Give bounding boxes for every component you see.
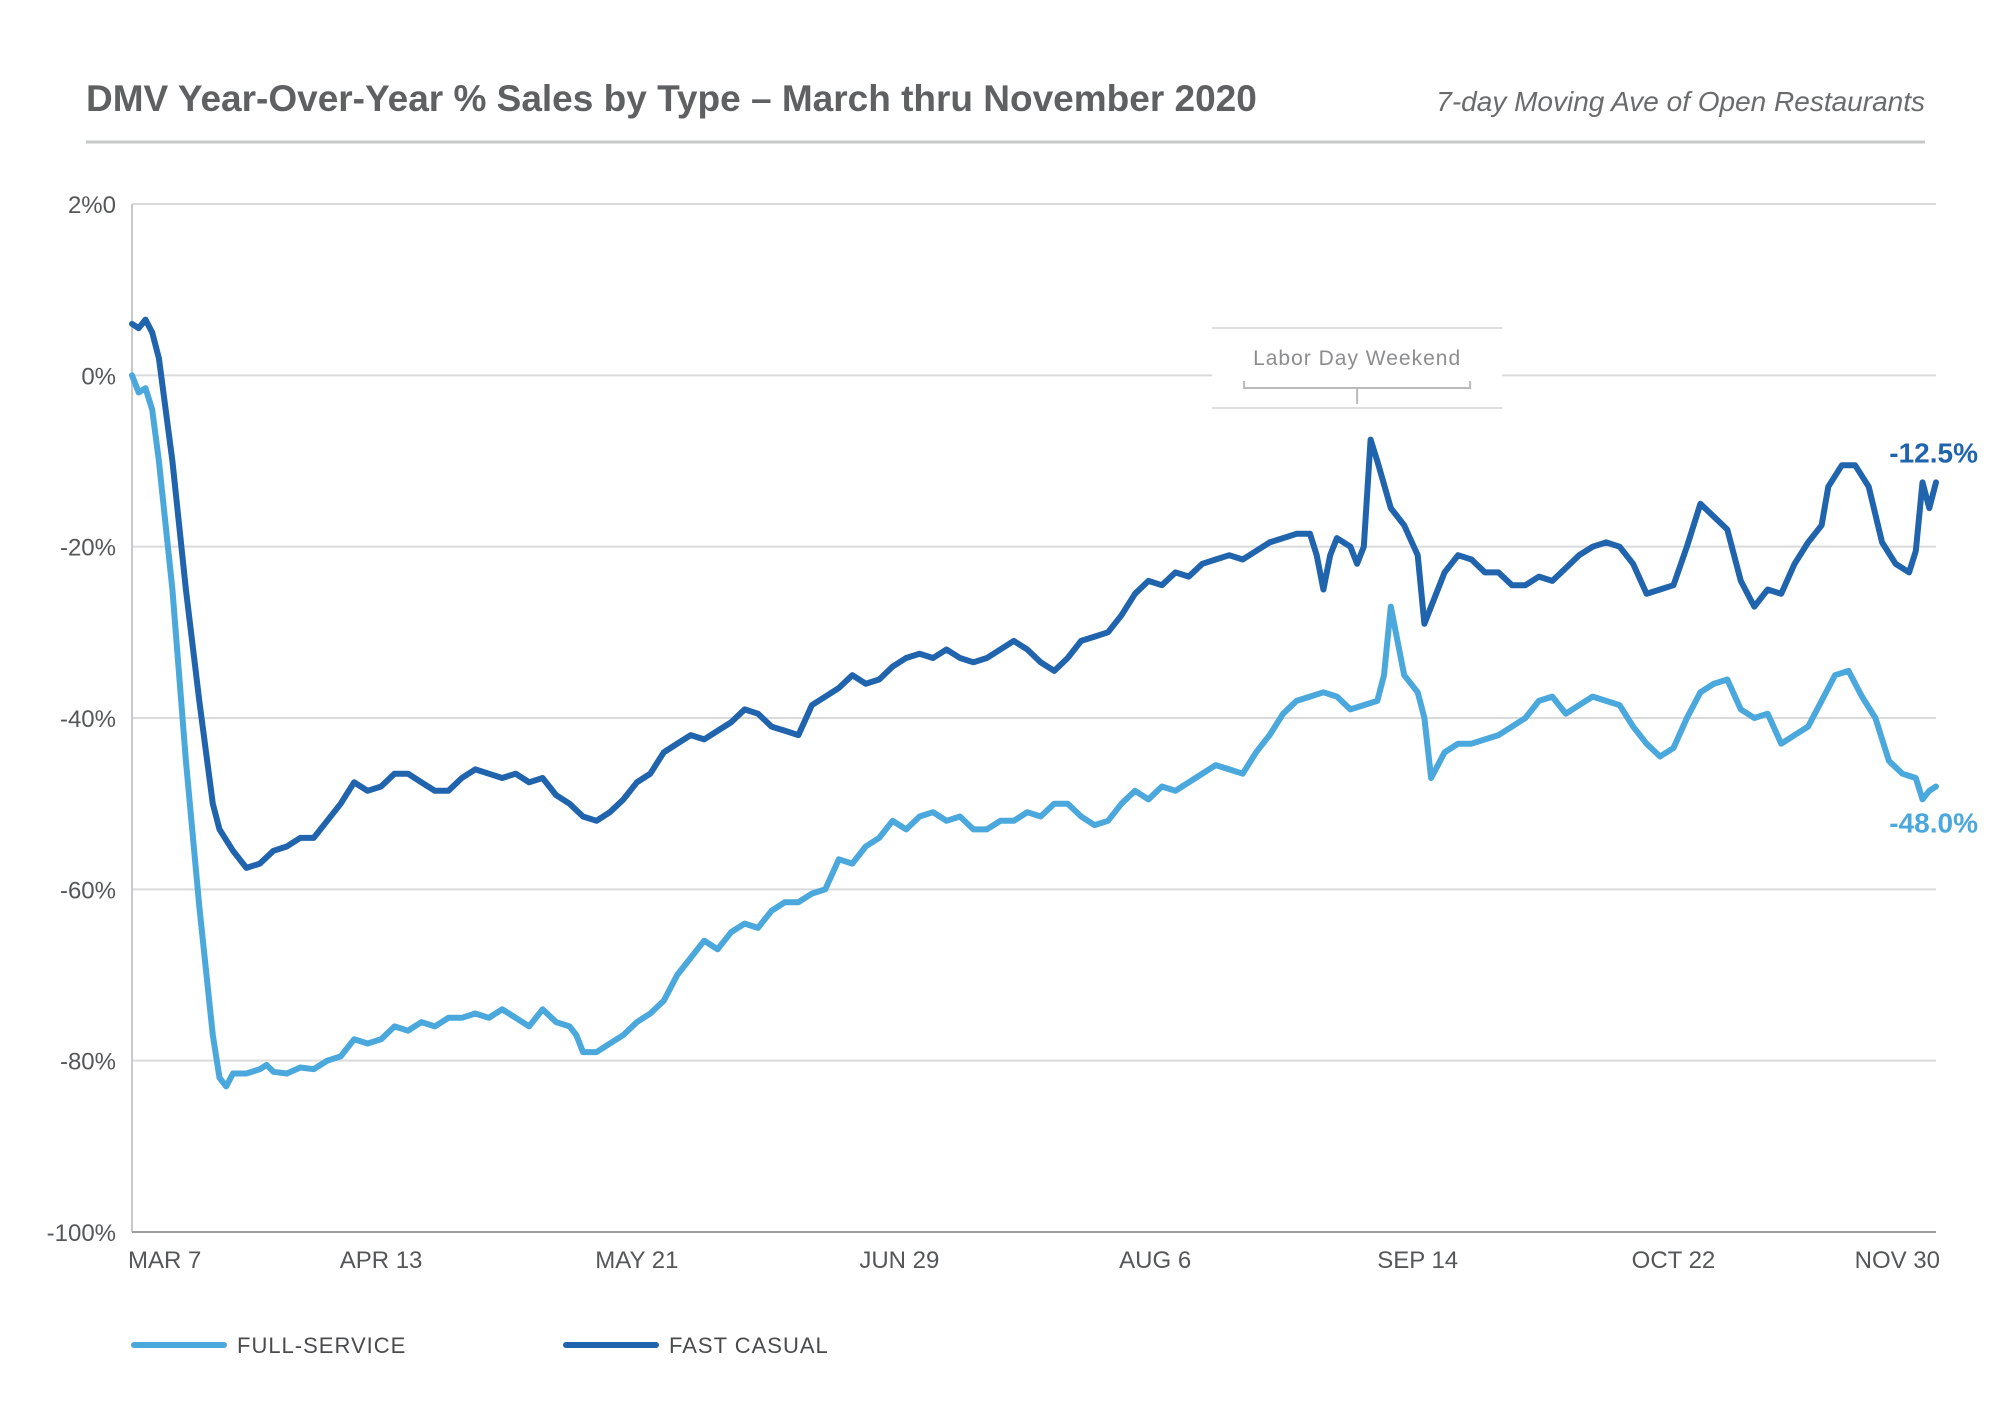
end-label-fast-casual: -12.5%: [1889, 437, 1978, 468]
y-tick-label: -100%: [47, 1220, 116, 1247]
x-tick-label: MAY 21: [595, 1247, 678, 1274]
x-tick-label: JUN 29: [859, 1247, 939, 1274]
y-tick-label: -80%: [60, 1049, 116, 1076]
annotation-bracket: [1243, 381, 1472, 404]
x-tick-label: MAR 7: [128, 1247, 201, 1274]
x-tick-label: NOV 30: [1855, 1247, 1940, 1274]
y-tick-label: -60%: [60, 877, 116, 904]
end-labels: -48.0% -12.5%: [1889, 437, 1978, 838]
y-tick-label: 0%: [81, 363, 116, 390]
series-line-fast-casual: [129, 316, 1939, 871]
grid: [132, 203, 1936, 1062]
annotation-label: Labor Day Weekend: [1253, 347, 1461, 370]
end-label-full-service: -48.0%: [1889, 808, 1978, 839]
chart-title: DMV Year-Over-Year % Sales by Type – Mar…: [86, 78, 1257, 119]
axes: 2%0 0% -20% -40% -60% -80% -100% MAR 7 APR 13 MAY…: [47, 192, 1940, 1274]
x-tick-label: OCT 22: [1632, 1247, 1716, 1274]
x-tick-label: APR 13: [340, 1247, 423, 1274]
legend-label-fast-casual: FAST CASUAL: [669, 1333, 829, 1358]
x-tick-label: AUG 6: [1119, 1247, 1191, 1274]
legend: FULL-SERVICE FAST CASUAL: [131, 1333, 829, 1358]
y-tick-label: -20%: [60, 535, 116, 562]
labor-day-annotation: Labor Day Weekend: [1212, 327, 1503, 409]
series: [129, 316, 1939, 1090]
x-tick-label: SEP 14: [1377, 1247, 1458, 1274]
series-line-full-service: [129, 372, 1939, 1090]
y-tick-label: 2%0: [68, 192, 116, 219]
chart-subtitle: 7-day Moving Ave of Open Restaurants: [1436, 86, 1925, 117]
y-tick-label: -40%: [60, 706, 116, 733]
legend-label-full-service: FULL-SERVICE: [237, 1333, 406, 1358]
